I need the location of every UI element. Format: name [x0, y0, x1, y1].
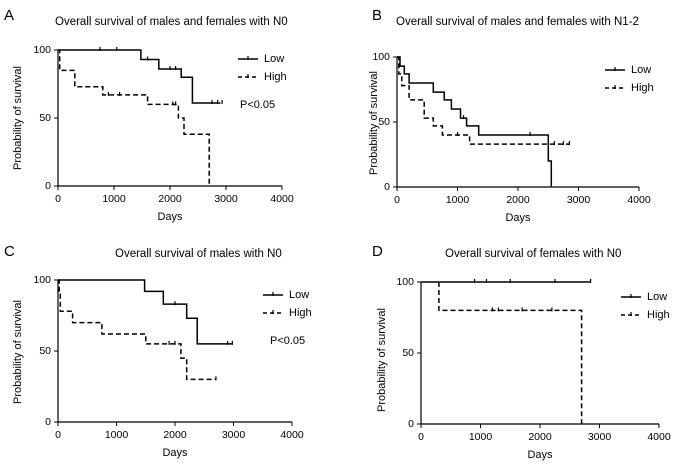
x-tick-label: 3000: [222, 429, 246, 441]
legend-label-low: Low: [647, 291, 667, 303]
y-axis-label: Probability of survival: [368, 71, 380, 175]
x-tick-label: 1000: [105, 429, 129, 441]
x-axis-label: Days: [527, 449, 553, 461]
x-tick-label: 1000: [469, 431, 493, 443]
y-tick-label: 0: [408, 418, 414, 430]
y-tick-label: 50: [378, 116, 390, 128]
legend-label-high: High: [631, 82, 654, 94]
p-value-annotation: P<0.05: [240, 99, 275, 111]
panel-a: A Overall survival of males and females w…: [4, 7, 294, 223]
x-tick-label: 0: [394, 194, 400, 206]
y-tick-label: 50: [39, 345, 51, 357]
y-tick-label: 100: [372, 51, 390, 63]
x-tick-label: 4000: [270, 193, 294, 205]
panel-label: D: [372, 243, 383, 260]
x-axis-label: Days: [162, 447, 188, 459]
y-tick-label: 100: [33, 274, 51, 286]
y-tick-label: 0: [45, 180, 51, 192]
series-line-high: [397, 56, 570, 145]
x-tick-label: 3000: [214, 193, 238, 205]
x-axis-label: Days: [505, 212, 531, 224]
p-value-annotation: P<0.05: [270, 335, 305, 347]
x-tick-label: 2000: [158, 193, 182, 205]
panel-label: A: [4, 7, 14, 24]
panel-label: B: [372, 7, 382, 24]
y-tick-label: 0: [384, 181, 390, 193]
legend-label-low: Low: [631, 64, 651, 76]
panel-label: C: [4, 243, 15, 260]
x-tick-label: 0: [55, 429, 61, 441]
chart-title: Overall survival of males and females wi…: [396, 16, 639, 28]
x-tick-label: 2000: [506, 194, 530, 206]
x-tick-label: 1000: [446, 194, 470, 206]
legend-label-high: High: [289, 307, 312, 319]
chart-title: Overall survival of males with N0: [115, 248, 282, 260]
legend-label-high: High: [264, 71, 287, 83]
y-tick-label: 100: [33, 44, 51, 56]
y-axis-label: Probability of survival: [12, 300, 24, 404]
panel-b: B Overall survival of males and females w…: [368, 7, 654, 224]
series-line-high: [438, 282, 583, 424]
x-tick-label: 0: [55, 193, 61, 205]
series-line-high: [58, 279, 216, 381]
series-line-high: [58, 49, 210, 186]
chart-title: Overall survival of males and females wi…: [55, 16, 288, 28]
chart-title: Overall survival of females with N0: [445, 248, 621, 260]
x-tick-label: 2000: [528, 431, 552, 443]
series-line-low: [58, 49, 221, 104]
y-axis-label: Probability of survival: [12, 66, 24, 170]
y-tick-label: 0: [45, 416, 51, 428]
x-tick-label: 3000: [567, 194, 591, 206]
y-axis-label: Probability of survival: [376, 308, 388, 412]
x-tick-label: 1000: [102, 193, 126, 205]
y-tick-label: 100: [396, 276, 414, 288]
x-tick-label: 4000: [647, 431, 671, 443]
panel-c: C Overall survival of males with N00 1000 2…: [4, 243, 312, 459]
x-axis-label: Days: [157, 211, 183, 223]
y-tick-label: 50: [39, 112, 51, 124]
x-tick-label: 4000: [627, 194, 651, 206]
legend-label-high: High: [647, 309, 670, 321]
x-tick-label: 4000: [280, 429, 304, 441]
x-tick-label: 2000: [163, 429, 187, 441]
legend-label-low: Low: [289, 289, 309, 301]
x-tick-label: 3000: [588, 431, 612, 443]
panel-d: D Overall survival of females with N0 0 100…: [372, 243, 671, 461]
legend-label-low: Low: [264, 53, 284, 65]
y-tick-label: 50: [402, 347, 414, 359]
series-line-low: [397, 56, 553, 187]
x-tick-label: 0: [418, 431, 424, 443]
series-line-low: [58, 279, 233, 345]
